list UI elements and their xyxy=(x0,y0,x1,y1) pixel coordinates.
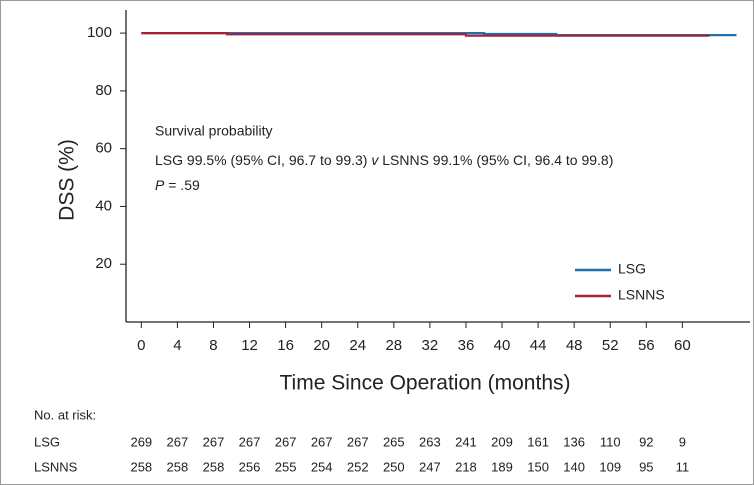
y-axis-label: DSS (%) xyxy=(56,139,79,221)
risk-count: 92 xyxy=(639,434,653,449)
y-tick-label: 80 xyxy=(95,82,112,99)
survival-curve xyxy=(141,32,710,37)
annotation-title: Survival probability xyxy=(155,123,273,139)
annotation-p: P = .59 xyxy=(155,177,200,193)
annotation-text: LSNNS 99.1% (95% CI, 96.4 to 99.8) xyxy=(378,152,613,168)
risk-count: 250 xyxy=(383,459,405,474)
risk-count: 258 xyxy=(203,459,225,474)
risk-count: 269 xyxy=(130,434,152,449)
x-tick-label: 12 xyxy=(241,337,258,354)
annotation-line: LSG 99.5% (95% CI, 96.7 to 99.3) v LSNNS… xyxy=(155,152,613,168)
risk-count: 267 xyxy=(239,434,261,449)
risk-count: 150 xyxy=(527,459,549,474)
x-tick-label: 32 xyxy=(422,337,439,354)
risk-count: 95 xyxy=(639,459,653,474)
risk-count: 161 xyxy=(527,434,549,449)
y-tick-label: 20 xyxy=(95,255,112,272)
x-tick-label: 4 xyxy=(173,337,181,354)
risk-count: 136 xyxy=(563,434,585,449)
risk-count: 258 xyxy=(130,459,152,474)
x-tick-label: 8 xyxy=(209,337,217,354)
x-tick-label: 24 xyxy=(349,337,366,354)
risk-row-name: LSNNS xyxy=(34,459,78,474)
x-tick-label: 40 xyxy=(494,337,511,354)
y-tick-label: 100 xyxy=(87,24,112,41)
risk-count: 252 xyxy=(347,459,369,474)
risk-row-name: LSG xyxy=(34,434,60,449)
y-tick-label: 60 xyxy=(95,140,112,157)
annotation-text: v xyxy=(371,152,379,168)
x-tick-label: 20 xyxy=(313,337,330,354)
risk-count: 258 xyxy=(167,459,189,474)
risk-count: 267 xyxy=(203,434,225,449)
risk-count: 256 xyxy=(239,459,261,474)
risk-title: No. at risk: xyxy=(34,407,96,422)
risk-count: 254 xyxy=(311,459,333,474)
y-tick-label: 40 xyxy=(95,197,112,214)
x-tick-label: 16 xyxy=(277,337,294,354)
x-tick-label: 28 xyxy=(385,337,402,354)
risk-count: 109 xyxy=(599,459,621,474)
annotation-text: LSG 99.5% (95% CI, 96.7 to 99.3) xyxy=(155,152,371,168)
x-tick-label: 36 xyxy=(458,337,475,354)
x-tick-label: 52 xyxy=(602,337,619,354)
risk-count: 247 xyxy=(419,459,441,474)
risk-count: 265 xyxy=(383,434,405,449)
risk-count: 263 xyxy=(419,434,441,449)
x-axis-label: Time Since Operation (months) xyxy=(280,372,571,395)
risk-count: 267 xyxy=(275,434,297,449)
risk-count: 267 xyxy=(167,434,189,449)
x-tick-label: 0 xyxy=(137,337,145,354)
risk-count: 140 xyxy=(563,459,585,474)
risk-count: 9 xyxy=(679,434,686,449)
risk-count: 267 xyxy=(311,434,333,449)
risk-count: 255 xyxy=(275,459,297,474)
legend-label: LSNNS xyxy=(618,287,665,303)
x-tick-label: 56 xyxy=(638,337,655,354)
annotation-text: = .59 xyxy=(164,177,200,193)
risk-count: 110 xyxy=(600,434,621,449)
risk-count: 241 xyxy=(455,434,477,449)
legend-label: LSG xyxy=(618,261,646,277)
risk-count: 209 xyxy=(491,434,513,449)
risk-count: 267 xyxy=(347,434,369,449)
annotation-text: P xyxy=(155,177,165,193)
x-tick-label: 60 xyxy=(674,337,691,354)
risk-count: 218 xyxy=(455,459,477,474)
risk-count: 189 xyxy=(491,459,513,474)
x-tick-label: 48 xyxy=(566,337,583,354)
risk-count: 11 xyxy=(676,459,690,474)
x-tick-label: 44 xyxy=(530,337,547,354)
